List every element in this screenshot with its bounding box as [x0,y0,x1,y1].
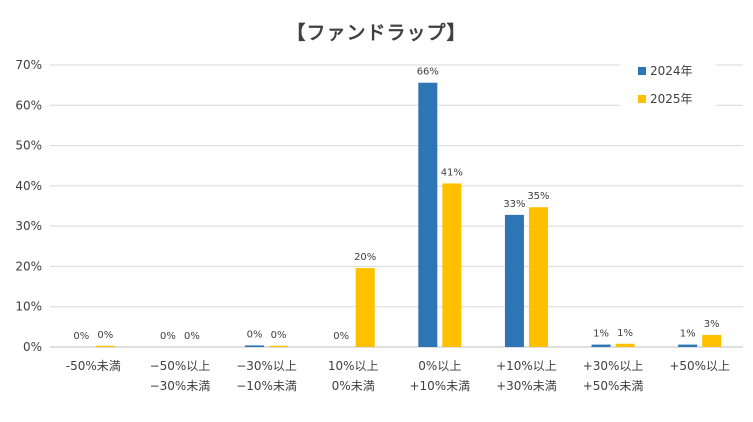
x-tick-label: 0%未満 [332,379,375,393]
bar-2024年 [504,214,524,347]
data-label: 41% [441,167,463,178]
data-label: 0% [184,331,200,342]
x-tick-label: −10%未満 [236,379,297,393]
data-label: 0% [160,331,176,342]
data-label: 0% [73,331,89,342]
x-tick-label: +50%未満 [583,379,644,393]
bar-2024年 [678,344,698,347]
bar-2024年 [591,344,611,347]
data-label: 66% [417,67,439,78]
bar-2025年 [442,183,462,347]
bar-2024年 [418,82,438,348]
y-tick-label: 30% [15,219,42,233]
x-tick-label: −30%以上 [236,359,297,373]
legend-swatch [638,95,646,103]
legend-swatch [638,67,646,75]
x-tick-label: −30%未満 [150,379,211,393]
x-tick-label: 0%以上 [418,359,461,373]
bar-2025年 [702,334,722,347]
legend-label: 2025年 [650,92,693,106]
x-tick-label: -50%未満 [66,359,121,373]
y-tick-label: 50% [15,139,42,153]
chart-title: 【ファンドラップ】 [286,22,467,44]
data-label: 1% [593,329,609,340]
bar-2025年 [528,207,548,347]
data-label: 0% [271,330,287,341]
x-tick-label: +10%以上 [496,359,557,373]
x-tick-label: +30%未満 [496,379,557,393]
legend-label: 2024年 [650,64,693,78]
bar-2025年 [355,268,375,347]
bar-2025年 [95,345,115,347]
x-tick-label: +10%未満 [409,379,470,393]
y-tick-label: 40% [15,179,42,193]
data-label: 0% [97,330,113,341]
x-tick-label: +30%以上 [583,359,644,373]
bar-2025年 [269,345,289,347]
x-tick-label: −50%以上 [150,359,211,373]
y-tick-label: 20% [15,259,42,273]
bar-2025年 [615,343,635,347]
data-label: 35% [527,191,549,202]
legend-box [620,58,716,114]
data-label: 33% [503,199,525,210]
y-tick-label: 60% [15,98,42,112]
data-label: 1% [617,328,633,339]
y-tick-label: 10% [15,300,42,314]
data-label: 0% [247,329,263,340]
y-tick-label: 70% [15,58,42,72]
data-label: 20% [354,252,376,263]
data-label: 1% [680,329,696,340]
y-tick-label: 0% [23,340,42,354]
data-label: 3% [704,319,720,330]
bar-2024年 [245,345,265,347]
data-label: 0% [333,331,349,342]
x-tick-label: +50%以上 [669,359,730,373]
x-tick-label: 10%以上 [328,359,379,373]
